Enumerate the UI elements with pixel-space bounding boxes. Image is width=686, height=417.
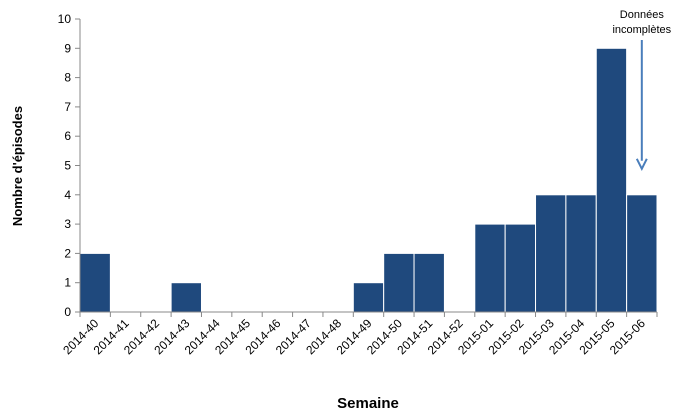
bar-2014-50 bbox=[383, 252, 415, 313]
x-axis-label: Semaine bbox=[337, 395, 399, 412]
bar-2015-06 bbox=[626, 194, 658, 313]
y-tick-label: 6 bbox=[64, 129, 71, 143]
bar-2015-01 bbox=[474, 223, 506, 313]
y-tick-label: 8 bbox=[64, 71, 71, 85]
bar-2015-04 bbox=[565, 194, 597, 313]
y-tick-label: 1 bbox=[64, 276, 71, 290]
bar-2014-49 bbox=[352, 282, 385, 313]
annotation-text-line: Données bbox=[620, 9, 665, 21]
y-tick-label: 3 bbox=[64, 217, 71, 231]
bar-2015-02 bbox=[504, 223, 537, 313]
annotation-layer: Données incomplètes bbox=[612, 9, 672, 172]
y-tick-label: 10 bbox=[58, 12, 72, 26]
y-tick-label: 9 bbox=[64, 41, 71, 55]
y-tick-label: 0 bbox=[64, 305, 71, 319]
bars-layer bbox=[79, 47, 658, 313]
annotation-arrow-head bbox=[635, 158, 648, 172]
y-axis-label: Nombre d'épisodes bbox=[10, 106, 25, 226]
y-tick-label: 4 bbox=[64, 188, 71, 202]
bar-2015-03 bbox=[535, 194, 567, 313]
bar-2014-40 bbox=[79, 252, 111, 313]
bar-2014-43 bbox=[170, 282, 202, 313]
y-tick-label: 7 bbox=[64, 100, 71, 114]
annotation-text-line: incomplètes bbox=[612, 24, 671, 36]
y-tick-label: 5 bbox=[64, 159, 71, 173]
bar-2015-05 bbox=[595, 47, 628, 313]
y-tick-label: 2 bbox=[64, 246, 71, 260]
bar-2014-51 bbox=[413, 252, 445, 313]
